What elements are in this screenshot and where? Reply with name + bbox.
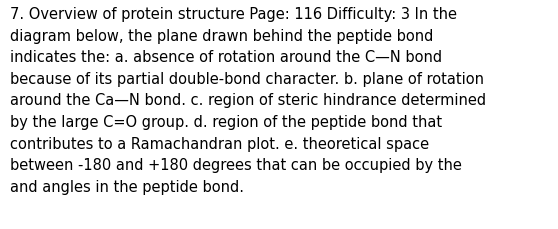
Text: 7. Overview of protein structure Page: 116 Difficulty: 3 In the
diagram below, t: 7. Overview of protein structure Page: 1… bbox=[10, 7, 486, 194]
